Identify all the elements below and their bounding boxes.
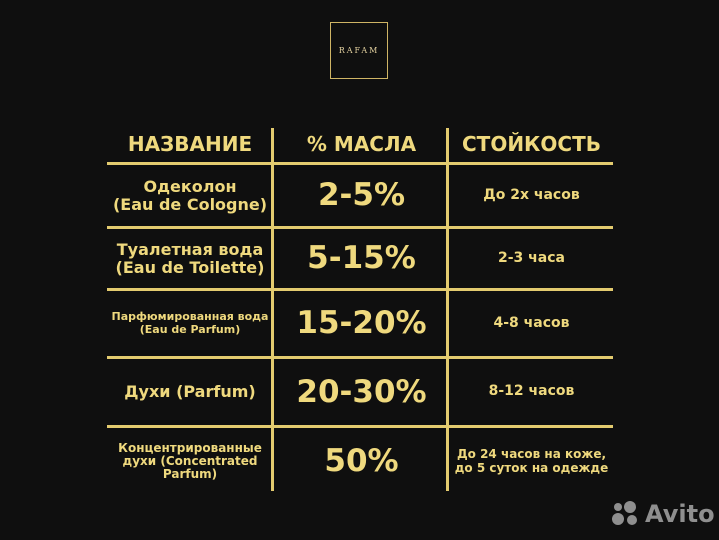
row-duration: 2-3 часа — [498, 249, 565, 266]
avito-watermark: Avito — [612, 500, 715, 528]
row-oil-percent: 2-5% — [317, 177, 406, 214]
row-name: Концентрированные духи (Concentrated Par… — [118, 440, 262, 482]
row-name: Парфюмированная вода (Eau de Parfum) — [111, 310, 269, 336]
divider — [107, 288, 613, 291]
header-oil: % МАСЛА — [306, 132, 417, 156]
header-name: НАЗВАНИЕ — [127, 132, 253, 156]
divider — [446, 128, 449, 491]
header-duration: СТОЙКОСТЬ — [462, 132, 601, 156]
divider — [107, 356, 613, 359]
row-name: Одеколон (Eau de Cologne) — [112, 176, 268, 214]
divider — [271, 128, 274, 491]
divider — [107, 162, 613, 165]
rafam-logo: RAFAM — [330, 22, 388, 79]
row-oil-percent: 5-15% — [307, 240, 416, 277]
row-name: Духи (Parfum) — [124, 382, 256, 402]
row-duration: До 2х часов — [483, 186, 580, 203]
row-duration: 4-8 часов — [493, 314, 570, 331]
row-name: Туалетная вода (Eau de Toilette) — [115, 239, 265, 277]
avito-dots-icon — [612, 501, 642, 527]
row-oil-percent: 20-30% — [296, 373, 427, 410]
row-duration: 8-12 часов — [488, 383, 575, 400]
row-duration: До 24 часов на коже, до 5 суток на одежд… — [454, 447, 609, 475]
divider — [107, 226, 613, 229]
row-oil-percent: 15-20% — [296, 305, 427, 342]
divider — [107, 425, 613, 428]
row-oil-percent: 50% — [324, 443, 399, 480]
